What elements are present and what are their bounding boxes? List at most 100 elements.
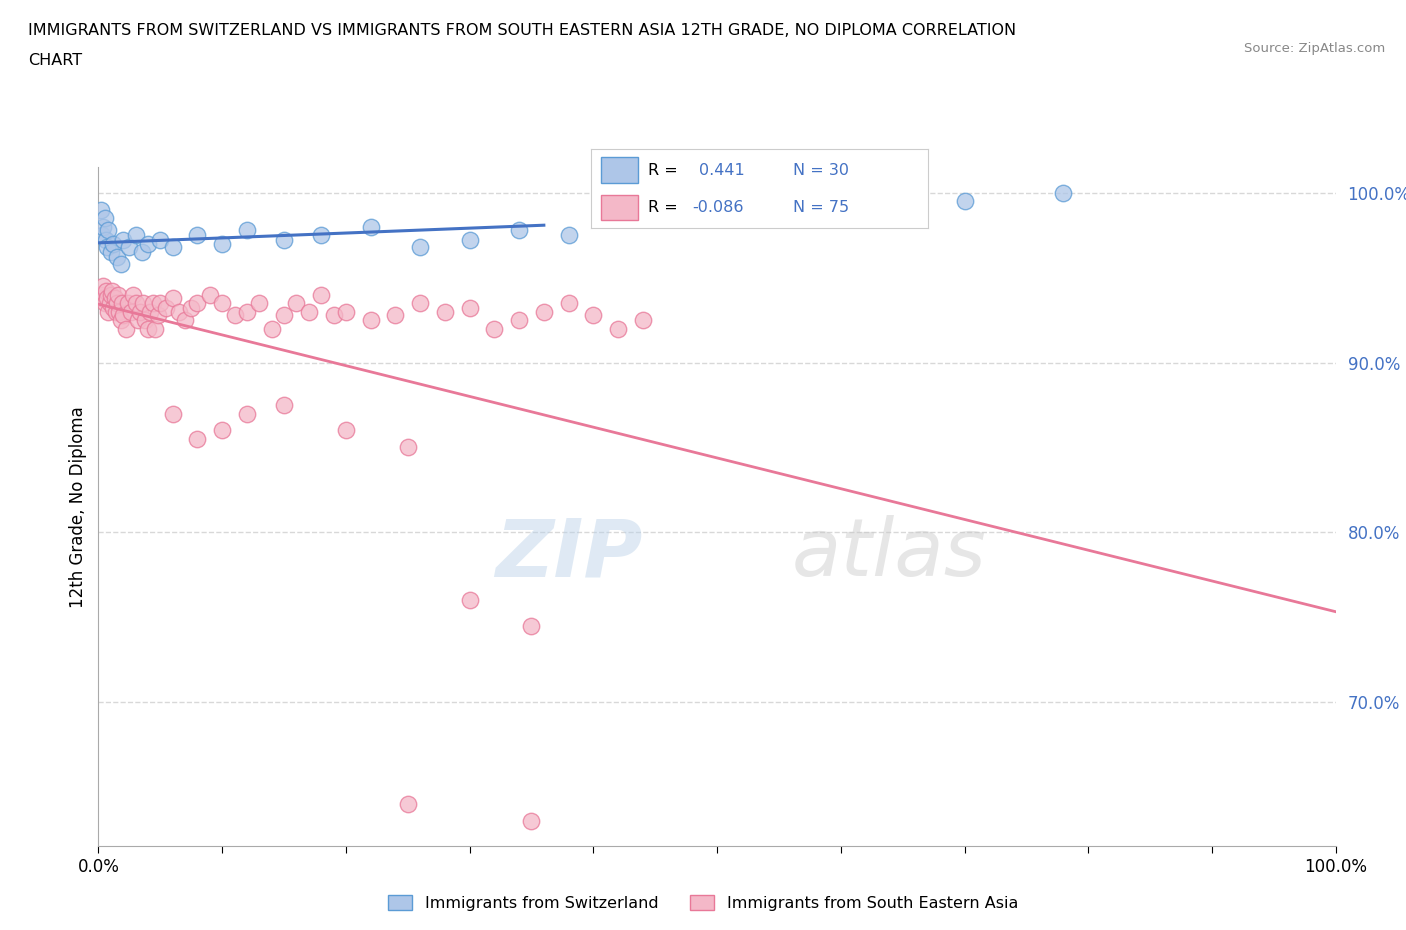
Point [557, 228, 579, 243]
Point [533, 304, 555, 319]
Text: R =: R = [648, 200, 678, 215]
Point [236, 406, 259, 421]
Point [143, 321, 166, 336]
Point [90, 203, 112, 218]
Point [97, 223, 120, 238]
Point [105, 250, 128, 265]
Point [335, 304, 357, 319]
Point [96, 291, 118, 306]
Point [142, 296, 165, 311]
Point [155, 300, 177, 315]
Text: Source: ZipAtlas.com: Source: ZipAtlas.com [1244, 42, 1385, 55]
Point [162, 291, 184, 306]
Point [96, 240, 118, 255]
Point [186, 296, 208, 311]
Point [139, 304, 162, 319]
Point [174, 312, 197, 327]
Point [458, 300, 481, 315]
Point [458, 232, 481, 247]
Text: N = 30: N = 30 [793, 163, 849, 178]
Point [273, 398, 295, 413]
Point [211, 296, 233, 311]
Point [93, 211, 115, 226]
Point [582, 308, 605, 323]
Point [93, 219, 115, 234]
Point [103, 236, 125, 251]
Point [236, 304, 259, 319]
Point [111, 296, 134, 311]
Point [98, 296, 121, 311]
Point [146, 308, 169, 323]
Bar [600, 194, 638, 220]
Text: -0.086: -0.086 [692, 200, 744, 215]
Text: CHART: CHART [28, 53, 82, 68]
Point [396, 440, 419, 455]
Point [484, 321, 506, 336]
Point [112, 232, 135, 247]
Point [110, 312, 132, 327]
Point [124, 296, 146, 311]
Point [162, 406, 184, 421]
Point [149, 296, 172, 311]
Point [100, 287, 122, 302]
Point [105, 296, 128, 311]
Point [167, 304, 190, 319]
Point [94, 232, 117, 247]
Point [108, 304, 131, 319]
Point [91, 228, 114, 243]
Point [110, 257, 132, 272]
Point [180, 300, 202, 315]
Point [409, 240, 432, 255]
Point [607, 321, 630, 336]
Point [149, 232, 172, 247]
Point [631, 312, 654, 327]
Point [409, 296, 432, 311]
Point [273, 308, 295, 323]
Point [396, 796, 419, 811]
Point [136, 321, 159, 336]
Point [211, 236, 233, 251]
Point [384, 308, 406, 323]
Point [94, 284, 117, 299]
Point [114, 321, 136, 336]
Bar [600, 157, 638, 183]
Point [211, 423, 233, 438]
Point [198, 287, 221, 302]
Point [124, 228, 146, 243]
Point [122, 287, 145, 302]
Point [91, 291, 114, 306]
Point [360, 312, 382, 327]
Point [360, 219, 382, 234]
Point [93, 279, 115, 294]
Text: IMMIGRANTS FROM SWITZERLAND VS IMMIGRANTS FROM SOUTH EASTERN ASIA 12TH GRADE, NO: IMMIGRANTS FROM SWITZERLAND VS IMMIGRANT… [28, 23, 1017, 38]
Point [136, 236, 159, 251]
Point [260, 321, 283, 336]
Text: N = 75: N = 75 [793, 200, 849, 215]
Point [129, 304, 152, 319]
Point [335, 423, 357, 438]
Point [247, 296, 270, 311]
Point [298, 304, 321, 319]
Point [186, 228, 208, 243]
Point [120, 304, 142, 319]
Point [131, 245, 153, 259]
Point [90, 287, 112, 302]
Point [112, 308, 135, 323]
Point [97, 304, 120, 319]
Point [285, 296, 308, 311]
Point [134, 312, 156, 327]
Point [273, 232, 295, 247]
Point [508, 223, 530, 238]
Point [103, 291, 125, 306]
Point [103, 300, 125, 315]
Point [107, 287, 129, 302]
Point [458, 592, 481, 607]
Point [118, 240, 141, 255]
Point [322, 308, 344, 323]
Point [162, 240, 184, 255]
Legend: Immigrants from Switzerland, Immigrants from South Eastern Asia: Immigrants from Switzerland, Immigrants … [381, 888, 1025, 917]
Point [104, 304, 127, 319]
Point [100, 245, 122, 259]
Point [309, 287, 332, 302]
Point [953, 193, 976, 208]
